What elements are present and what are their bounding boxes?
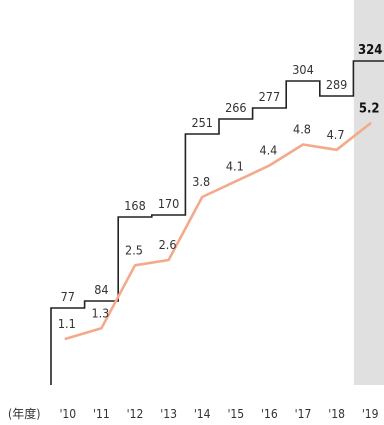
highlight-band (353, 0, 384, 385)
ratio-value-label: 1.3 (91, 305, 109, 320)
x-tick-label: '13 (160, 407, 177, 421)
step-value-label: 324 (358, 43, 382, 58)
x-tick-label: '17 (295, 407, 312, 421)
step-value-label: 266 (225, 100, 246, 115)
step-series-line (50, 60, 384, 385)
step-value-label: 304 (292, 62, 313, 77)
x-tick-label: '11 (93, 407, 110, 421)
x-tick-label: '12 (127, 407, 144, 421)
ratio-value-label: 4.8 (293, 122, 311, 137)
step-value-label: 168 (124, 198, 145, 213)
ratio-series-labels: 1.1 1.3 2.5 2.6 3.8 4.1 4.4 4.8 4.7 5.2 (58, 102, 380, 331)
step-value-label: 277 (259, 89, 280, 104)
ratio-value-label: 4.7 (327, 127, 345, 142)
x-axis: (年度) '10 '11 '12 '13 '14 '15 '16 '17 '18 '19 (8, 406, 379, 421)
x-tick-label: '14 (194, 407, 211, 421)
ratio-value-label: 4.4 (259, 143, 277, 158)
ratio-value-label: 4.1 (226, 158, 244, 173)
step-value-label: 84 (94, 282, 108, 297)
step-value-label: 170 (158, 196, 179, 211)
ratio-value-label: 3.8 (192, 174, 210, 189)
step-series-labels: 77 84 168 170 251 266 277 304 289 324 (61, 43, 383, 304)
x-tick-label: '15 (227, 407, 244, 421)
ratio-series-line (64, 122, 372, 341)
ratio-value-label: 1.1 (58, 316, 76, 331)
x-tick-label: '10 (59, 407, 76, 421)
ratio-value-label: 5.2 (359, 102, 380, 117)
step-value-label: 251 (191, 115, 212, 130)
ratio-value-label: 2.6 (159, 237, 177, 252)
x-tick-label: '18 (328, 407, 345, 421)
step-value-label: 289 (326, 77, 347, 92)
ratio-value-label: 2.5 (125, 242, 143, 257)
step-value-label: 77 (61, 289, 75, 304)
x-unit-label: (年度) (8, 406, 40, 421)
x-tick-label: '19 (362, 407, 379, 421)
x-tick-label: '16 (261, 407, 278, 421)
